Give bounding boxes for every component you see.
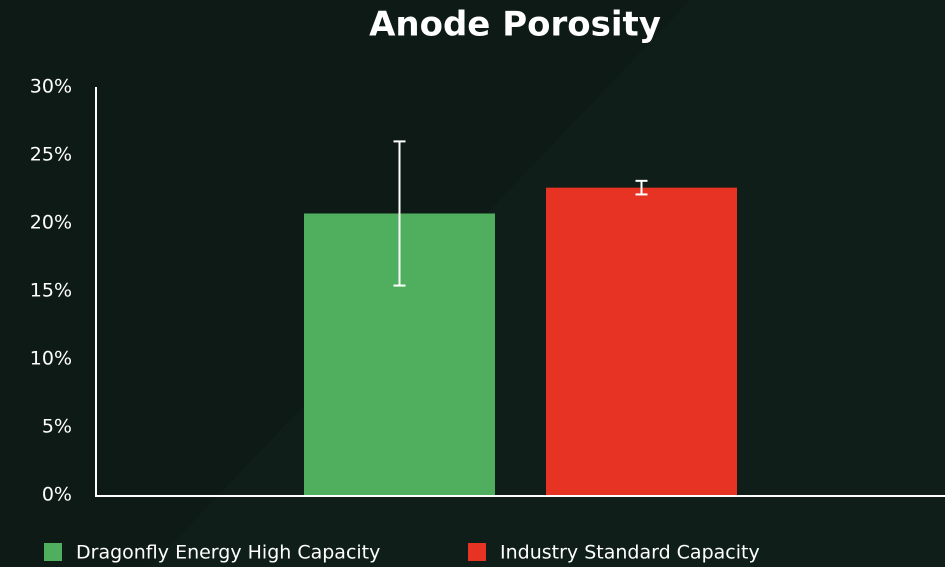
bar — [546, 187, 737, 495]
y-tick-label: 20% — [30, 212, 72, 234]
y-tick-label: 15% — [30, 280, 72, 302]
y-tick-label: 5% — [42, 416, 72, 438]
error-bar — [635, 179, 648, 196]
legend-label: Dragonfly Energy High Capacity — [76, 542, 380, 564]
legend-label: Industry Standard Capacity — [500, 542, 760, 564]
error-bar — [393, 140, 406, 287]
chart-title: Anode Porosity — [369, 5, 661, 45]
y-tick-label: 30% — [30, 76, 72, 98]
y-tick-label: 0% — [42, 484, 72, 506]
legend-swatch — [44, 543, 62, 561]
legend-swatch — [468, 543, 486, 561]
y-tick-label: 25% — [30, 144, 72, 166]
y-tick-label: 10% — [30, 348, 72, 370]
